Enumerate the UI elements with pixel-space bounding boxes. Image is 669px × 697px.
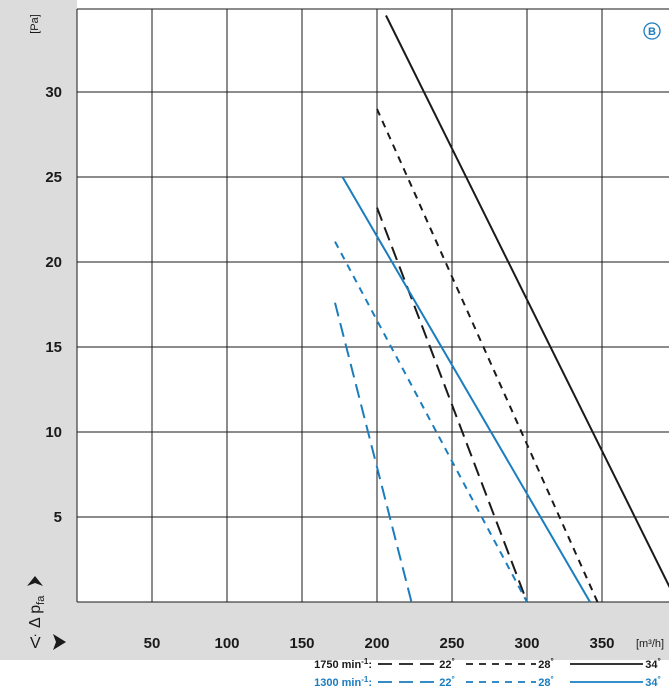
x-tick-label: 50 (144, 635, 161, 652)
y-axis-title-main: Δ p (27, 605, 44, 628)
x-tick-label: 100 (214, 635, 239, 652)
x-axis-band (0, 602, 669, 660)
legend-angle-label: 28° (538, 675, 553, 689)
svg-text:Δ pfa: Δ pfa (27, 595, 47, 628)
x-tick-label: 200 (364, 635, 389, 652)
legend-speed-label: 1750 min-1: (314, 657, 372, 671)
y-axis-title: Δ pfa (27, 595, 47, 628)
curve-blue-28deg (334, 241, 528, 603)
y-tick-label: 20 (45, 254, 62, 271)
legend-speed-label: 1300 min-1: (314, 675, 372, 689)
grid (76, 8, 669, 603)
curve-blue-22deg (334, 302, 413, 603)
y-tick-label: 30 (45, 84, 62, 101)
y-tick-labels: 5 10 15 20 25 30 (45, 84, 62, 526)
y-tick-label: 15 (45, 339, 62, 356)
x-tick-label: 150 (289, 635, 314, 652)
badge-b: B (643, 22, 661, 40)
y-axis-title-sub: fa (35, 595, 47, 605)
legend-angle-label: 22° (439, 675, 454, 689)
x-axis-arrow-icon (53, 634, 66, 650)
legend: 1750 min-1: 22° 28° 34° 1300 min-1: 22° 28° 34° (314, 657, 661, 689)
curve-blue-34deg (341, 176, 591, 603)
x-axis-title: V̇ (30, 634, 41, 652)
y-tick-label: 5 (54, 509, 62, 526)
legend-angle-label: 28° (538, 657, 553, 671)
y-tick-label: 25 (45, 169, 62, 186)
x-tick-label: 300 (514, 635, 539, 652)
curves (334, 15, 669, 603)
y-unit-label: [Pa] (29, 14, 41, 34)
svg-text:B: B (648, 26, 656, 38)
x-tick-label: 350 (589, 635, 614, 652)
plot-area (77, 9, 669, 602)
curve-black-22deg (376, 207, 528, 603)
legend-angle-label: 22° (439, 657, 454, 671)
x-tick-label: 250 (439, 635, 464, 652)
y-tick-label: 10 (45, 424, 62, 441)
y-axis-band (0, 0, 77, 660)
y-axis-arrow-icon (27, 576, 43, 586)
x-tick-labels: 50 100 150 200 250 300 350 (144, 635, 615, 652)
legend-angle-label: 34° (645, 675, 660, 689)
curve-black-34deg (385, 15, 669, 589)
x-unit-label: [m³/h] (636, 638, 664, 650)
legend-angle-label: 34° (645, 657, 660, 671)
